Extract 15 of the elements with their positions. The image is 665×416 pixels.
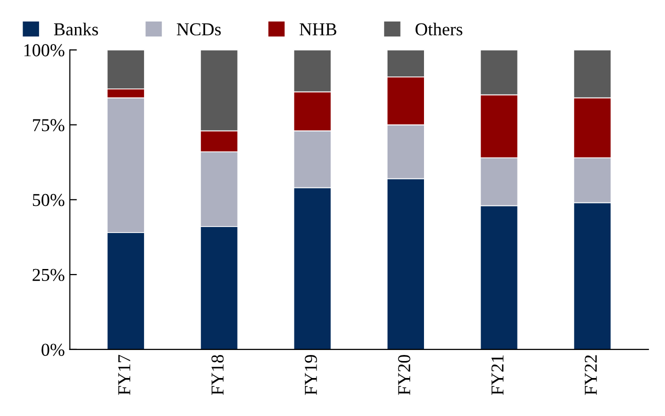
x-tick-label: FY19 <box>304 355 317 395</box>
legend-label: NCDs <box>176 23 221 36</box>
y-tick-label: 0% <box>42 344 64 356</box>
x-tick-label: FY18 <box>211 354 224 395</box>
x-tick-label: FY17 <box>118 354 130 395</box>
legend-label: NHB <box>300 23 336 36</box>
x-tick-label: FY22 <box>584 355 597 395</box>
legend-label: Banks <box>54 22 98 36</box>
x-tick-label: FY21 <box>491 355 504 395</box>
legend-label: Others <box>416 22 462 36</box>
y-tick-label: 25% <box>32 268 64 282</box>
y-tick-label: 75% <box>33 119 64 132</box>
y-tick-label: 100% <box>24 44 64 56</box>
y-tick-label: 50% <box>32 194 64 206</box>
x-tick-label: FY20 <box>398 354 410 395</box>
